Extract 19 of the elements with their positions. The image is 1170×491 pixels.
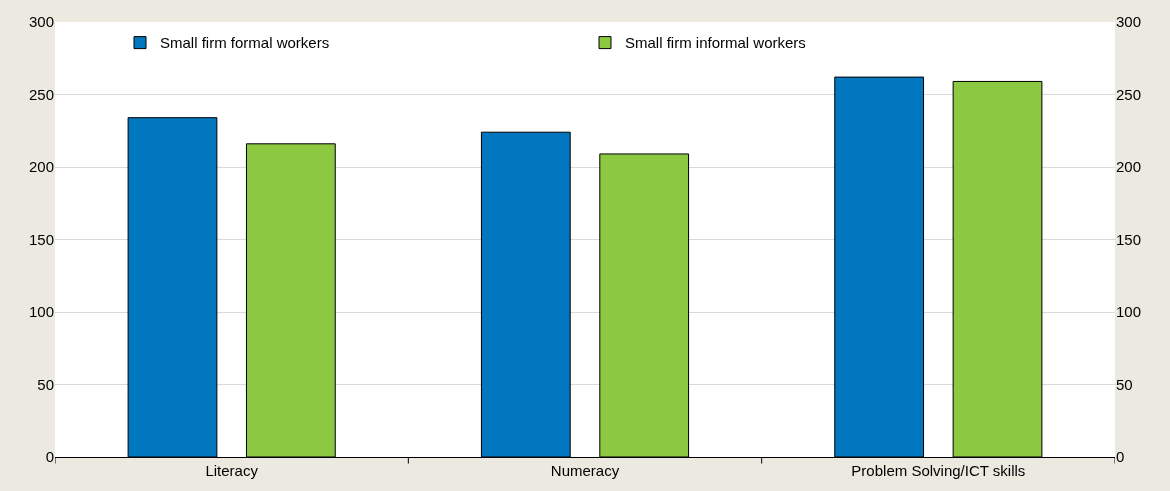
y-tick-label: 0 [45,448,54,466]
y-tick-label: 250 [28,85,54,103]
y-tick-label: 50 [37,375,54,393]
y2-tick-label: 200 [1116,158,1142,176]
y-tick-label: 150 [28,230,54,248]
y2-tick-label: 300 [1116,13,1142,31]
y-tick-label: 300 [28,13,54,31]
y2-tick-label: 100 [1116,303,1142,321]
y2-tick-label: 250 [1116,85,1142,103]
x-tick-label: Literacy [205,462,259,479]
y2-tick-label: 150 [1116,230,1142,248]
x-tick-label: Numeracy [550,462,620,479]
y2-tick-label: 50 [1116,375,1133,393]
y-tick-label: 100 [28,303,54,321]
y2-tick-label: 0 [1116,448,1125,466]
y-tick-label: 200 [28,158,54,176]
legend-label: Small firm informal workers [625,34,806,52]
legend-label: Small firm formal workers [160,34,330,52]
x-tick-label: Problem Solving/ICT skills [851,462,1026,479]
